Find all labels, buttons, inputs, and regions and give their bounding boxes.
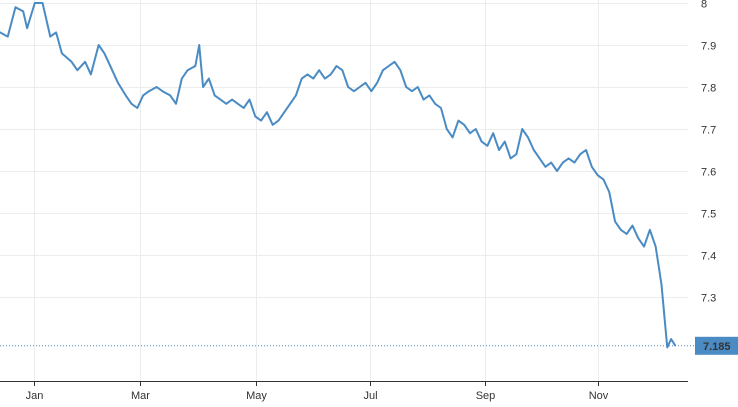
y-tick-label: 8 [701, 0, 707, 11]
y-tick-label: 7.4 [701, 251, 716, 263]
x-tick-label: Jan [26, 390, 44, 402]
gridlines [0, 3, 688, 298]
x-tick-label: May [246, 390, 267, 402]
x-axis-ticks: Jan Mar May Jul Sep Nov [26, 381, 609, 402]
x-tick-label: Jul [363, 390, 377, 402]
y-tick-label: 7.9 [701, 41, 716, 53]
x-tick-label: Nov [589, 390, 609, 402]
y-tick-label: 7.8 [701, 83, 716, 95]
y-axis-ticks: 7.3 7.4 7.5 7.6 7.7 7.8 7.9 8 [701, 0, 716, 305]
x-gridlines [34, 0, 599, 381]
y-tick-label: 7.3 [701, 293, 716, 305]
x-tick-label: Mar [131, 390, 150, 402]
y-tick-label: 7.5 [701, 209, 716, 221]
series-line [0, 2, 676, 349]
last-value-label: 7.185 [703, 341, 731, 353]
y-tick-label: 7.6 [701, 167, 716, 179]
last-value-badge [695, 336, 738, 355]
x-tick-label: Sep [476, 390, 496, 402]
y-tick-label: 7.7 [701, 125, 716, 137]
